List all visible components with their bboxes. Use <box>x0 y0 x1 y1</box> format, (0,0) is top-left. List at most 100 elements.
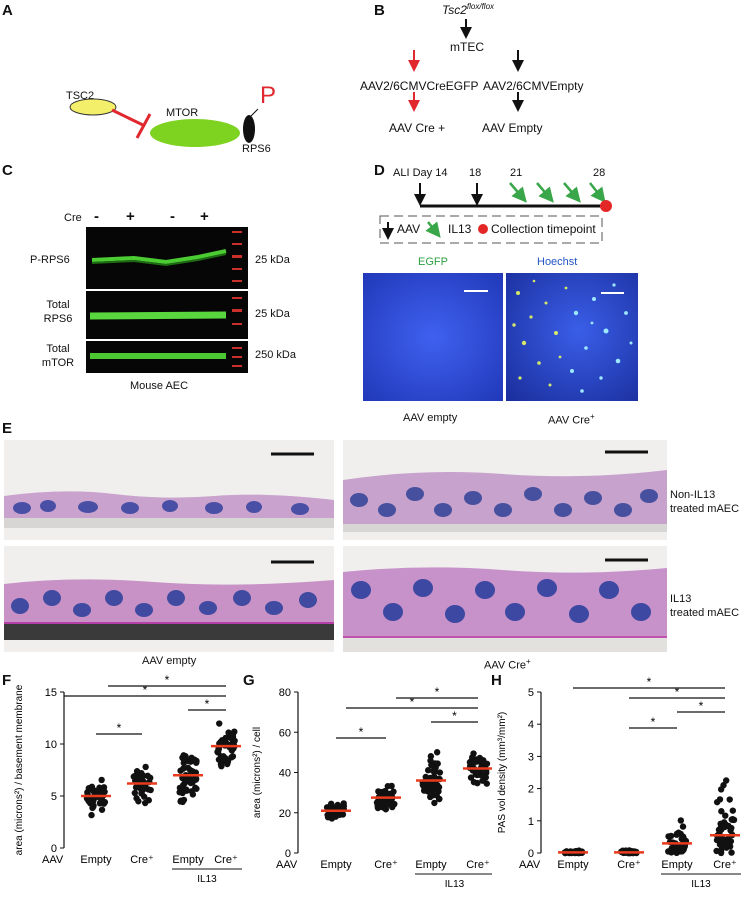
data-point <box>327 800 335 807</box>
data-point <box>384 782 392 790</box>
row-3-size: 250 kDa <box>255 349 296 361</box>
data-point <box>98 806 106 813</box>
significance-star: * <box>675 685 680 699</box>
row-2-label-line1: Total <box>46 299 70 311</box>
data-point <box>679 823 687 830</box>
blot-p-rps6 <box>86 227 248 289</box>
day-21-label: 21 <box>510 167 523 179</box>
lane-4-sign: + <box>200 208 209 225</box>
data-point <box>147 774 154 782</box>
data-point <box>427 793 434 801</box>
row-1-label-line1: Non-IL13 <box>670 489 716 501</box>
panel-label-h: H <box>491 672 502 689</box>
histology-caption-left: AAV empty <box>142 655 197 667</box>
significance-star: * <box>143 683 148 697</box>
panel-label-f: F <box>2 672 12 689</box>
phospho-line <box>250 108 259 117</box>
data-point <box>715 826 723 833</box>
legend-aav: AAV <box>397 222 421 236</box>
data-point <box>424 767 432 774</box>
gene-sup: flox/flox <box>466 2 495 11</box>
data-point <box>390 788 397 795</box>
y-axis-label: area (microns²) / cell <box>252 727 263 818</box>
day-18-label: 18 <box>469 167 482 179</box>
significance-star: * <box>647 675 652 689</box>
data-point <box>717 786 725 793</box>
inhibition-line <box>111 108 146 128</box>
panel-label-b: B <box>374 2 385 19</box>
significance-star: * <box>651 715 656 729</box>
y-tick-label: 4 <box>528 719 534 731</box>
x-tick-label: Empty <box>172 854 204 866</box>
row-3-label-line2: mTOR <box>41 357 75 369</box>
data-point <box>218 762 225 770</box>
data-point <box>722 777 730 784</box>
chart-g: 0 20 40 60 80 area (microns²) / cell * * * * AAV Em… <box>252 685 492 890</box>
chart-h: 0 1 2 3 4 5 PAS vol density (mm³/mm²) * * * * AAV Em… <box>497 675 741 890</box>
day-14-label: 14 <box>435 167 448 179</box>
data-point <box>678 848 685 855</box>
data-point <box>231 737 238 744</box>
significance-star: * <box>435 685 440 699</box>
data-point <box>188 788 195 795</box>
lane-1-sign: - <box>94 208 99 225</box>
histology-cre-il13 <box>343 546 667 652</box>
data-point <box>713 847 720 855</box>
lane-3-sign: - <box>170 208 175 225</box>
histology-empty-il13 <box>4 546 334 652</box>
panel-label-e: E <box>2 420 13 437</box>
y-tick-label: 0 <box>51 843 57 855</box>
phospho-p-label: P <box>260 82 277 109</box>
data-point <box>679 833 687 840</box>
tsc2-ellipse <box>69 98 117 116</box>
data-point <box>217 738 224 746</box>
panel-label-g: G <box>243 672 255 689</box>
data-point <box>729 807 737 814</box>
row-label: AAV <box>42 854 64 866</box>
blot-total-mtor <box>86 341 248 373</box>
data-point <box>722 821 729 828</box>
row-2-label-line1: IL13 <box>670 593 692 605</box>
significance-star: * <box>699 699 704 713</box>
cre-label: Cre <box>64 212 82 224</box>
y-tick-label: 40 <box>279 768 291 780</box>
row-3-label-line1: Total <box>46 343 70 355</box>
data-point <box>145 797 152 804</box>
micrograph-aav-cre <box>506 273 638 401</box>
rps6-ellipse <box>243 115 255 143</box>
data-point <box>473 771 481 779</box>
day-28-label: 28 <box>593 167 606 179</box>
panel-d-timeline <box>379 182 612 244</box>
panel-label-d: D <box>374 162 385 179</box>
series-4-points <box>214 720 238 770</box>
data-point <box>220 753 227 760</box>
tsc2-label: TSC2 <box>66 90 95 102</box>
series-4-points <box>713 777 738 857</box>
ali-day-label: ALI Day 14 <box>393 167 448 179</box>
micrograph-aav-empty <box>363 273 503 401</box>
data-point <box>229 753 237 760</box>
significance-star: * <box>410 695 415 709</box>
x-tick-label: Cre⁺ <box>617 859 641 871</box>
row-1-size: 25 kDa <box>255 254 290 266</box>
data-point <box>180 765 187 772</box>
x-tick-label: Empty <box>557 859 589 871</box>
panel-b-arrows <box>408 19 524 112</box>
y-axis-label: area (microns²) / basement membrane <box>14 684 25 855</box>
data-point <box>140 793 148 800</box>
data-point <box>139 772 147 779</box>
data-point <box>433 749 441 756</box>
x-tick-label: Cre⁺ <box>374 859 398 871</box>
histology-cre-non-il13 <box>343 440 667 540</box>
right-result-label: AAV Empty <box>482 121 543 135</box>
mtec-label: mTEC <box>450 40 484 54</box>
mtor-label: MTOR <box>166 107 199 119</box>
data-point <box>216 720 223 727</box>
data-point <box>131 789 139 797</box>
gene-label: Tsc2flox/flox <box>442 2 494 17</box>
panel-label-c: C <box>2 162 13 179</box>
data-point <box>98 776 105 784</box>
group-label: IL13 <box>445 879 465 890</box>
data-point <box>88 811 95 819</box>
data-point <box>179 789 186 797</box>
